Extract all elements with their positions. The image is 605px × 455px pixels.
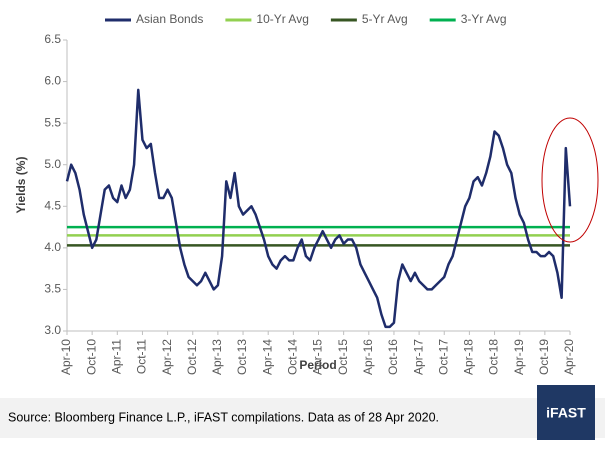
footer xyxy=(0,398,605,438)
logo: iFAST xyxy=(546,405,586,421)
x-tick-label: Oct-14 xyxy=(286,339,300,375)
x-tick-label: Apr-19 xyxy=(512,339,526,375)
y-tick-label: 4.0 xyxy=(44,240,61,254)
x-tick-label: Oct-19 xyxy=(537,339,551,375)
legend-label: 10-Yr Avg xyxy=(256,12,308,26)
x-tick-label: Oct-15 xyxy=(336,339,350,375)
y-tick-label: 6.0 xyxy=(44,74,61,88)
x-tick-label: Apr-15 xyxy=(311,339,325,375)
x-tick-label: Oct-13 xyxy=(235,339,249,375)
x-tick-label: Apr-13 xyxy=(210,339,224,375)
x-tick-label: Oct-17 xyxy=(436,339,450,375)
y-tick-label: 3.5 xyxy=(44,282,61,296)
x-tick-label: Apr-10 xyxy=(59,339,73,375)
x-tick-label: Oct-16 xyxy=(386,339,400,375)
x-tick-label: Apr-16 xyxy=(361,339,375,375)
logo-box xyxy=(537,385,595,440)
legend-label: 3-Yr Avg xyxy=(461,12,507,26)
y-tick-label: 5.0 xyxy=(44,157,61,171)
x-tick-label: Oct-11 xyxy=(135,339,149,374)
x-tick-label: Oct-18 xyxy=(487,339,501,375)
y-axis-title: Yields (%) xyxy=(14,157,28,214)
x-tick-label: Apr-18 xyxy=(462,339,476,375)
highlight-ellipse xyxy=(541,117,599,243)
data-line xyxy=(65,88,572,329)
x-tick-label: Apr-11 xyxy=(109,339,123,374)
x-tick-label: Oct-12 xyxy=(185,339,199,375)
y-tick-label: 4.5 xyxy=(44,198,61,212)
legend-label: Asian Bonds xyxy=(136,12,203,26)
x-tick-label: Oct-10 xyxy=(84,339,98,375)
y-tick-label: 5.5 xyxy=(44,115,61,129)
x-tick-label: Apr-17 xyxy=(411,339,425,375)
y-tick-label: 6.5 xyxy=(44,32,61,46)
x-tick-label: Apr-12 xyxy=(160,339,174,375)
y-tick-label: 3.0 xyxy=(44,323,61,337)
x-tick-label: Apr-20 xyxy=(562,339,576,375)
x-tick-label: Apr-14 xyxy=(260,339,274,375)
source-note: Source: Bloomberg Finance L.P., iFAST co… xyxy=(8,410,439,424)
legend-label: 5-Yr Avg xyxy=(362,12,408,26)
x-axis-title: Period xyxy=(299,358,336,372)
